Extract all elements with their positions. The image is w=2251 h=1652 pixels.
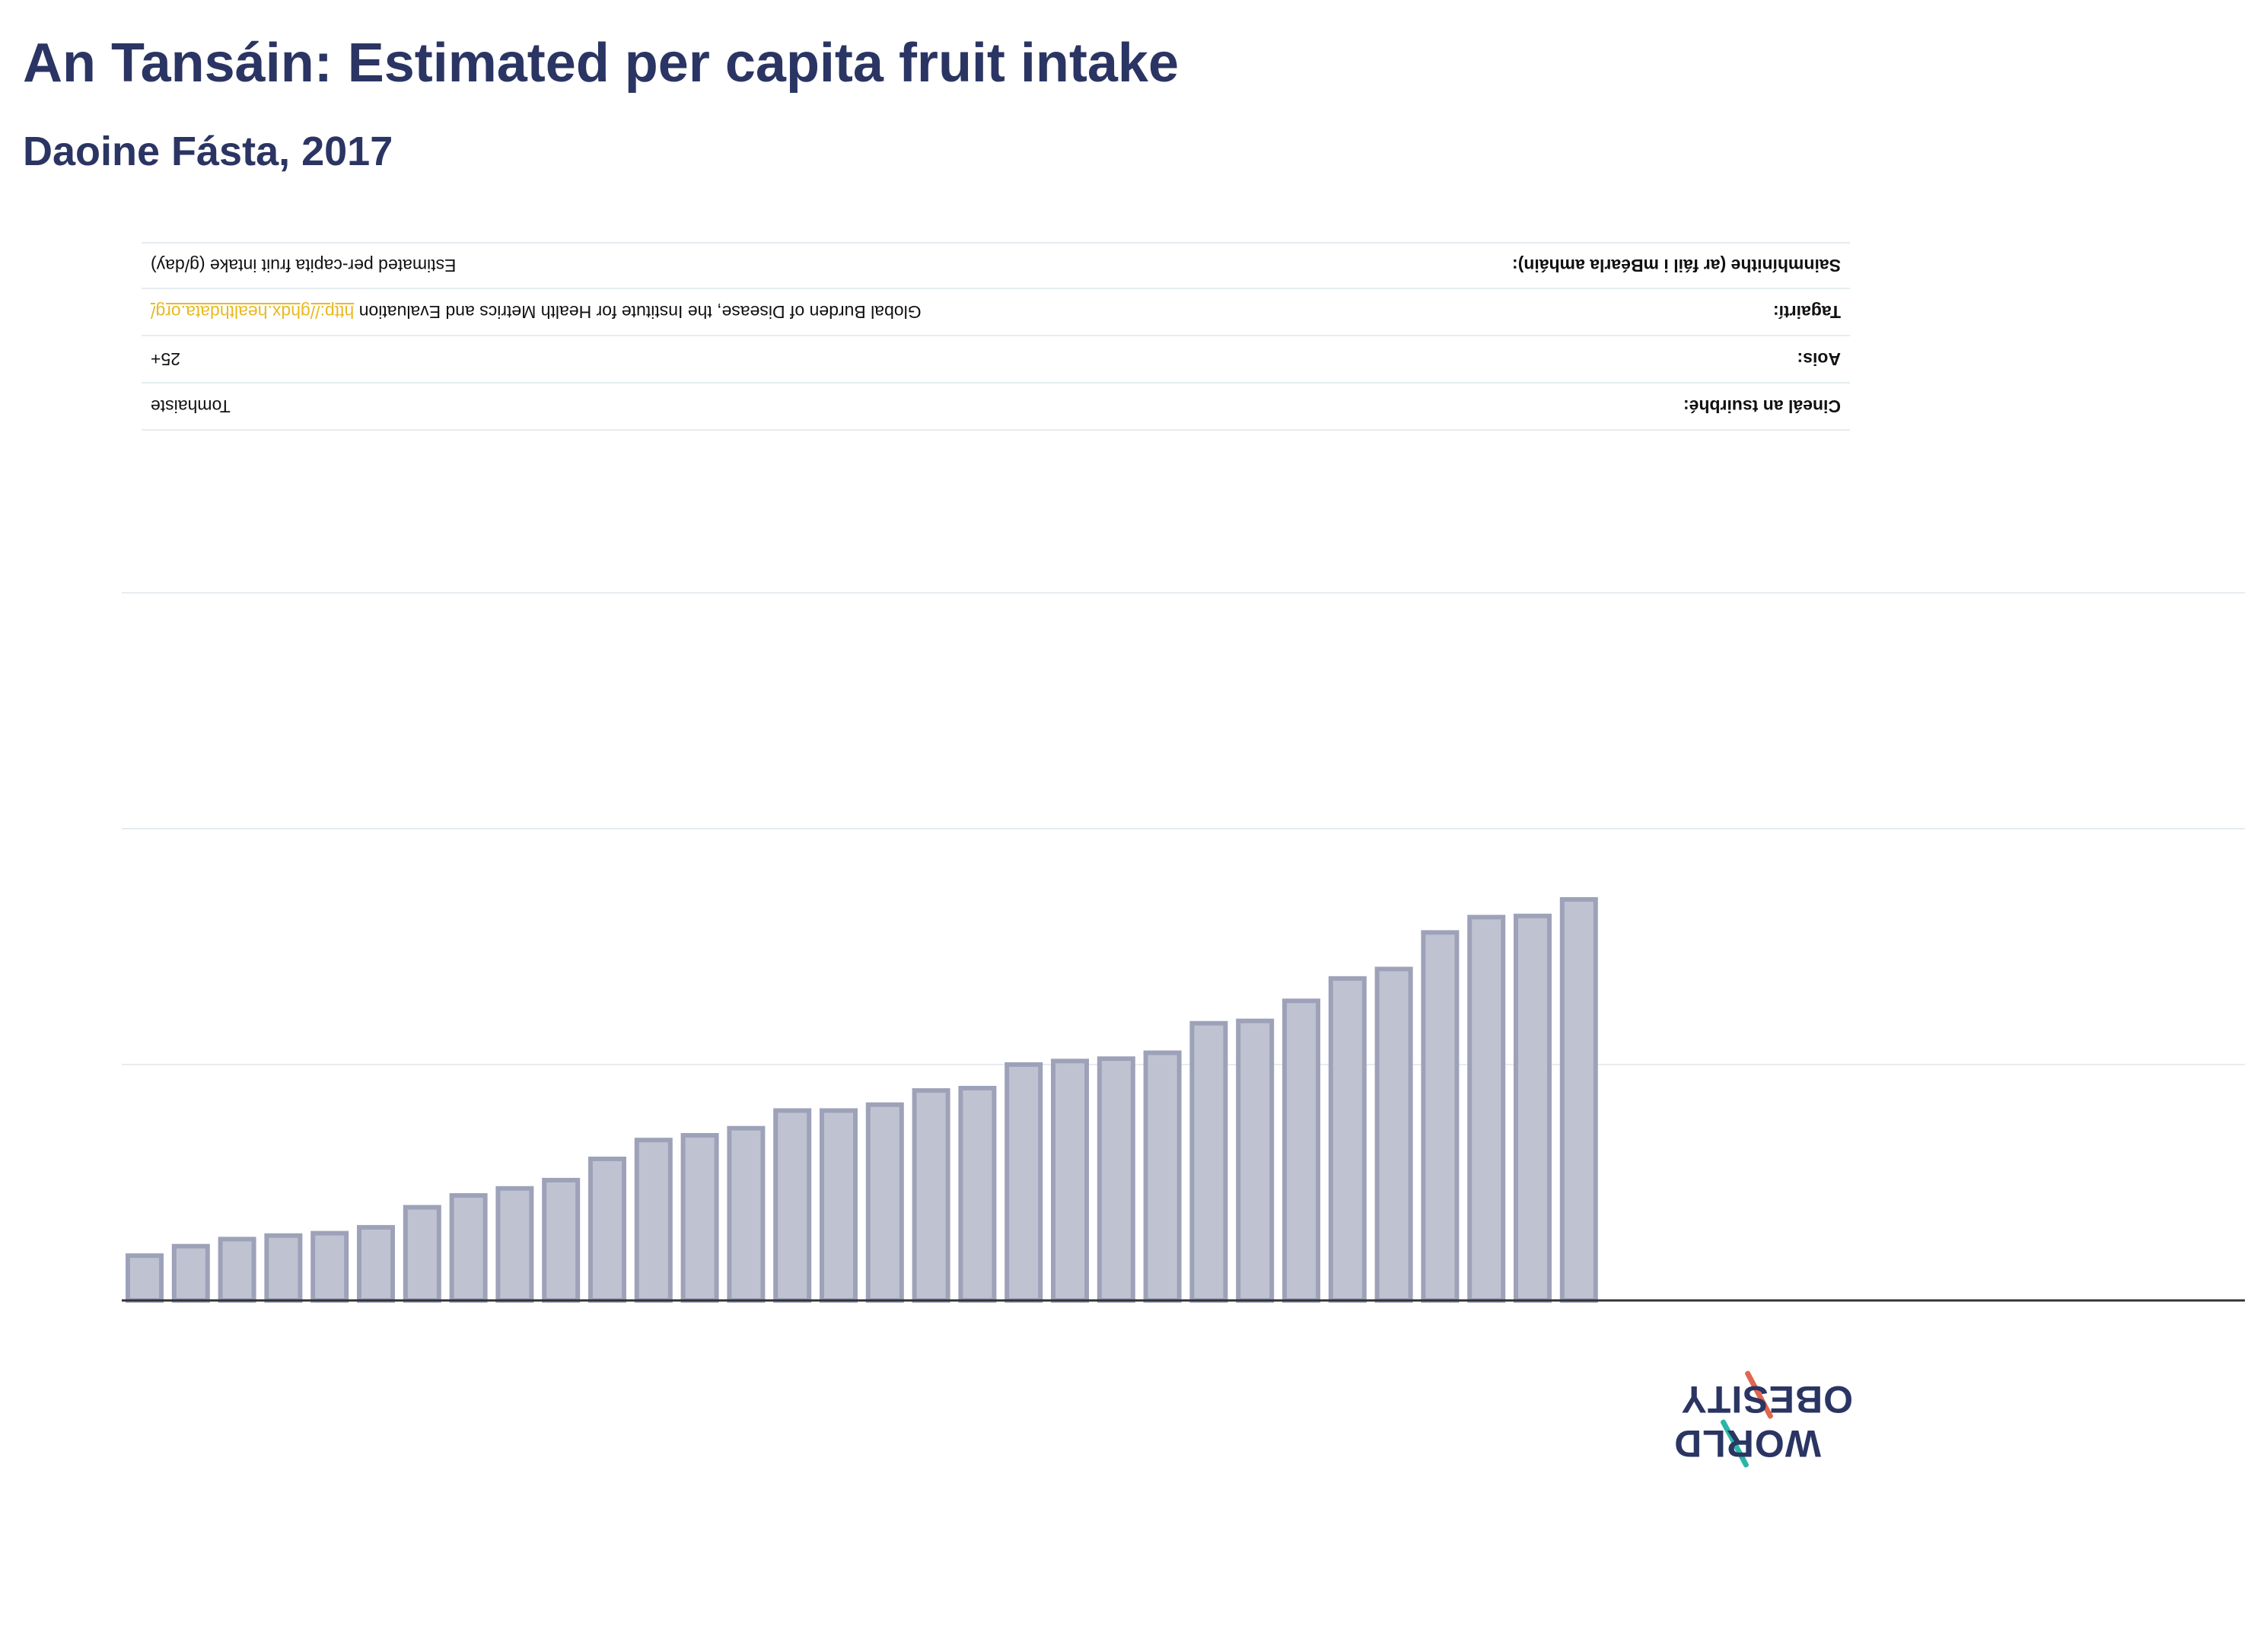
bar-19[interactable] — [958, 1086, 997, 1303]
bar-30[interactable] — [1467, 915, 1506, 1303]
bar-14[interactable] — [727, 1125, 766, 1303]
bar-7[interactable] — [403, 1205, 441, 1303]
world-obesity-logo: OBESITY WORLD — [1663, 1370, 1853, 1476]
bar-12[interactable] — [634, 1138, 673, 1303]
bar-9[interactable] — [495, 1186, 534, 1303]
info-table: Cineál an tsuirbhé: Tomhaiste Aois: 25+ … — [142, 242, 1850, 431]
bar-8[interactable] — [449, 1193, 488, 1303]
chart-gridlines — [122, 592, 2245, 1065]
bar-5[interactable] — [310, 1230, 349, 1303]
info-label-survey-type: Cineál an tsuirbhé: — [1683, 396, 1841, 417]
info-label-definitions: Sainmhínithe (ar fáil i mBéarla amháin): — [1512, 256, 1841, 276]
info-value-definitions: Estimated per-capita fruit intake (g/day… — [151, 256, 457, 276]
info-label-references: Tagairtí: — [1772, 302, 1841, 323]
bar-20[interactable] — [1005, 1062, 1043, 1303]
page-title: An Tansáin: Estimated per capita fruit i… — [23, 33, 1179, 94]
references-link[interactable]: http://ghdx.healthdata.org/ — [151, 302, 355, 323]
info-row-survey-type: Cineál an tsuirbhé: Tomhaiste — [142, 384, 1850, 431]
bar-32[interactable] — [1559, 897, 1598, 1303]
info-row-age: Aois: 25+ — [142, 336, 1850, 384]
bar-15[interactable] — [773, 1108, 812, 1303]
bar-17[interactable] — [865, 1102, 904, 1303]
bar-24[interactable] — [1189, 1020, 1228, 1303]
chart-bars — [126, 897, 1598, 1303]
logo-text-obesity: OBESITY — [1680, 1378, 1853, 1421]
bar-21[interactable] — [1051, 1058, 1089, 1303]
bar-22[interactable] — [1097, 1056, 1135, 1303]
bar-23[interactable] — [1143, 1050, 1182, 1303]
info-row-definitions: Sainmhínithe (ar fáil i mBéarla amháin):… — [142, 242, 1850, 289]
bar-3[interactable] — [218, 1237, 256, 1303]
page-subtitle: Daoine Fásta, 2017 — [23, 129, 393, 174]
bar-27[interactable] — [1328, 976, 1367, 1303]
logo-text-world: WORLD — [1673, 1422, 1821, 1465]
bar-28[interactable] — [1374, 966, 1413, 1303]
bar-11[interactable] — [588, 1157, 626, 1303]
info-label-age: Aois: — [1797, 349, 1842, 370]
bar-31[interactable] — [1514, 913, 1552, 1303]
bar-4[interactable] — [264, 1233, 303, 1303]
info-row-references: Tagairtí: Global Burden of Disease, the … — [142, 289, 1850, 336]
bar-16[interactable] — [820, 1108, 858, 1303]
bar-29[interactable] — [1421, 930, 1460, 1303]
bar-26[interactable] — [1282, 998, 1320, 1303]
references-text: Global Burden of Disease, the Institute … — [358, 302, 922, 323]
bar-6[interactable] — [357, 1224, 395, 1303]
bar-13[interactable] — [680, 1133, 719, 1303]
info-value-age: 25+ — [151, 349, 181, 370]
bar-10[interactable] — [542, 1177, 581, 1303]
info-value-survey-type: Tomhaiste — [151, 396, 231, 417]
bar-2[interactable] — [171, 1243, 210, 1303]
info-value-references: Global Burden of Disease, the Institute … — [151, 302, 922, 323]
bar-25[interactable] — [1236, 1018, 1275, 1303]
bar-18[interactable] — [912, 1088, 950, 1303]
bar-1[interactable] — [126, 1253, 164, 1303]
